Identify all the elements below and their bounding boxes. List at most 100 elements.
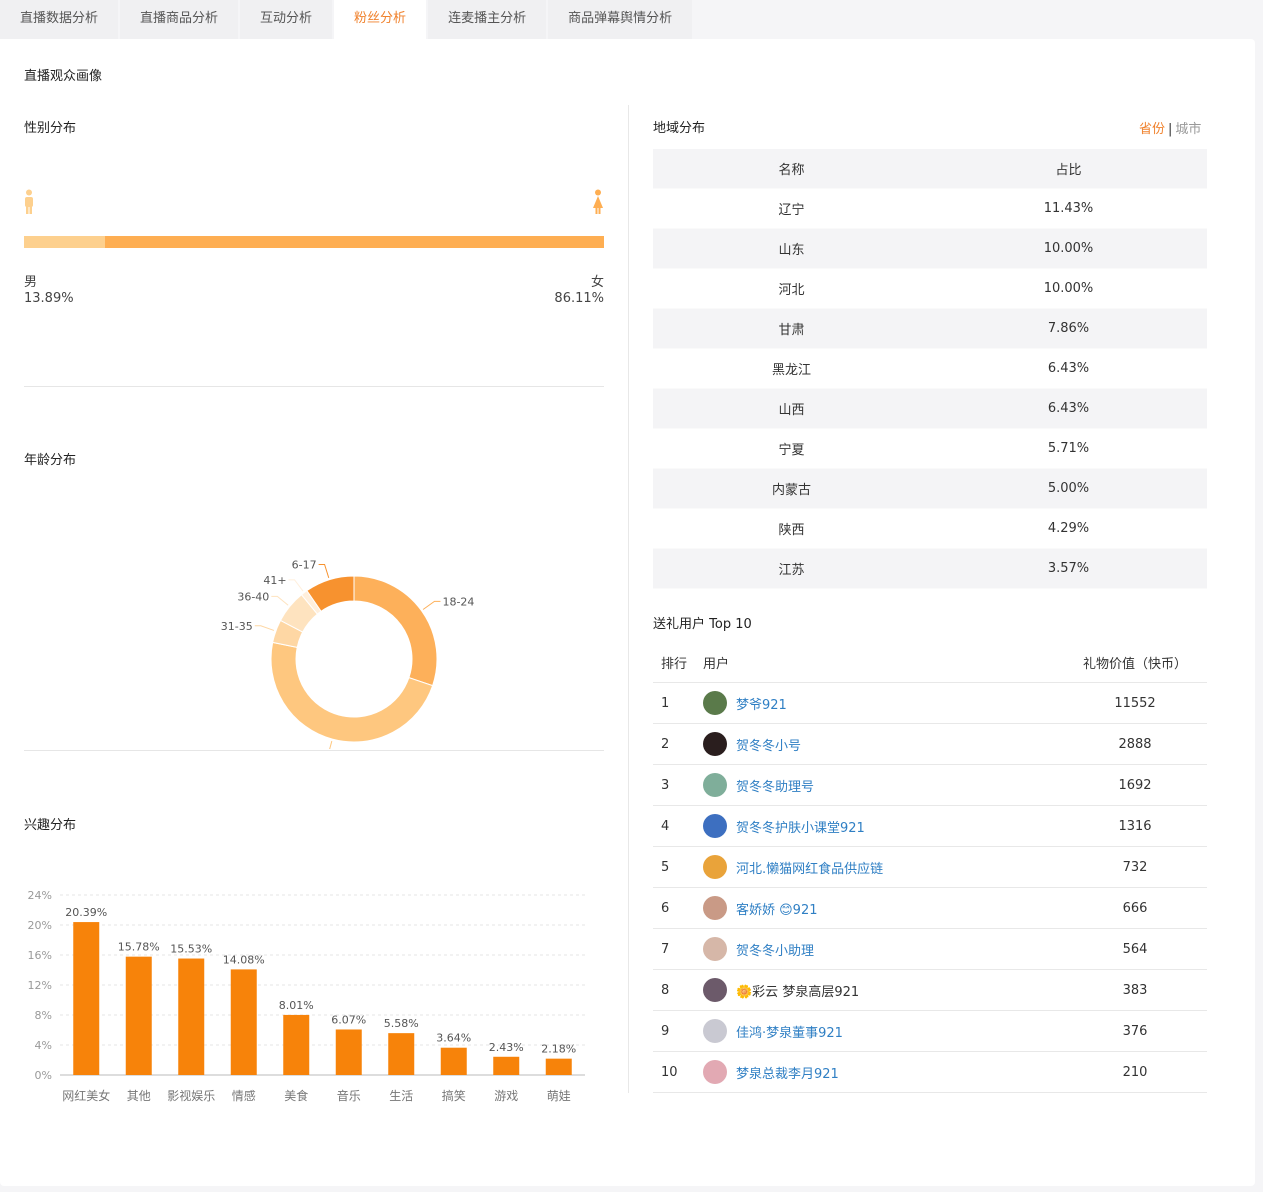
gift-user: 🌼彩云 梦泉高层921 (703, 978, 1063, 1002)
region-switch: 省份 | 城市 (1139, 118, 1201, 137)
age-title: 年龄分布 (24, 453, 77, 468)
age-leader-line (329, 740, 333, 749)
avatar[interactable] (703, 732, 727, 756)
interest-bar[interactable] (335, 1029, 362, 1075)
gift-row: 4 贺冬冬护肤小课堂921 1316 (653, 806, 1207, 847)
region-name: 山西 (778, 403, 805, 418)
gift-rank: 8 (661, 982, 670, 998)
gift-rank: 4 (661, 818, 670, 834)
interest-bar[interactable] (73, 922, 100, 1075)
avatar[interactable] (703, 691, 727, 715)
region-name: 黑龙江 (771, 363, 811, 378)
avatar[interactable] (703, 773, 727, 797)
bar-data-label: 2.43% (489, 1041, 524, 1054)
avatar[interactable] (703, 896, 727, 920)
tab-live-products[interactable]: 直播商品分析 (120, 0, 239, 39)
interest-bar[interactable] (125, 956, 152, 1075)
switch-province[interactable]: 省份 (1139, 122, 1166, 137)
gift-value: 732 (1122, 859, 1148, 875)
gender-bar (24, 236, 604, 248)
female-percent: 86.11% (554, 291, 604, 306)
interest-bar[interactable] (178, 958, 205, 1075)
tab-fans[interactable]: 粉丝分析 (334, 0, 427, 39)
region-ratio: 6.43% (1047, 361, 1090, 376)
user-name-link[interactable]: 河北.懒猫网红食品供应链 (736, 861, 884, 877)
avatar[interactable] (703, 1060, 727, 1084)
interest-bar[interactable] (545, 1058, 572, 1075)
region-name: 山东 (778, 243, 805, 258)
avatar[interactable] (703, 814, 727, 838)
gift-user: 贺冬冬小助理 (703, 937, 1063, 961)
region-name: 甘肃 (778, 323, 805, 338)
male-percent: 13.89% (24, 291, 74, 306)
user-name-link[interactable]: 贺冬冬护肤小课堂921 (736, 820, 865, 836)
region-row: 河北 10.00% (653, 269, 1207, 309)
gift-value: 11552 (1114, 695, 1156, 711)
gift-user: 贺冬冬助理号 (703, 773, 1063, 797)
content-card: 直播观众画像 性别分布 男 13.89% 女 86.11% 年龄分布 18-24… (0, 39, 1255, 1186)
x-tick-label: 音乐 (337, 1088, 361, 1103)
region-ratio: 3.57% (1047, 561, 1090, 576)
female-label: 女 (590, 275, 604, 290)
avatar[interactable] (703, 978, 727, 1002)
bar-data-label: 15.53% (170, 943, 212, 956)
age-label: 6-17 (292, 558, 317, 571)
header-ratio: 占比 (1055, 163, 1082, 178)
y-tick-label: 4% (35, 1039, 52, 1052)
avatar[interactable] (703, 855, 727, 879)
interest-bar[interactable] (493, 1056, 520, 1075)
gift-row: 8 🌼彩云 梦泉高层921 383 (653, 970, 1207, 1011)
x-tick-label: 生活 (389, 1089, 413, 1103)
interest-bar[interactable] (230, 969, 257, 1075)
user-name-link[interactable]: 梦泉总裁李月921 (736, 1066, 839, 1082)
gift-rank: 2 (661, 736, 670, 752)
bar-data-label: 15.78% (118, 941, 160, 954)
gift-user: 贺冬冬小号 (703, 732, 1063, 756)
interest-bar[interactable] (440, 1047, 467, 1075)
user-name-link[interactable]: 贺冬冬小助理 (736, 943, 815, 959)
x-tick-label: 其他 (127, 1089, 151, 1103)
region-ratio: 11.43% (1043, 201, 1094, 216)
bar-data-label: 6.07% (331, 1013, 366, 1026)
gift-row: 3 贺冬冬助理号 1692 (653, 765, 1207, 806)
region-table: 名称 占比 辽宁 11.43% 山东 10.00% 河北 10.00% 甘肃 7.86% 黑龙江… (653, 149, 1207, 589)
header-name: 名称 (778, 163, 805, 178)
region-name: 河北 (778, 283, 805, 298)
tab-bar: 直播数据分析 直播商品分析 互动分析 粉丝分析 连麦播主分析 商品弹幕舆情分析 (0, 0, 694, 39)
divider-gender (24, 386, 604, 387)
tab-interaction[interactable]: 互动分析 (240, 0, 333, 39)
gift-value: 564 (1122, 941, 1148, 957)
region-row: 宁夏 5.71% (653, 429, 1207, 469)
divider-age (24, 750, 604, 751)
interest-bar[interactable] (388, 1033, 415, 1075)
user-name-link[interactable]: 客娇娇 😊921 (736, 902, 818, 918)
tab-comment-sentiment[interactable]: 商品弹幕舆情分析 (548, 0, 693, 39)
user-name-link[interactable]: 贺冬冬助理号 (736, 779, 815, 795)
x-tick-label: 情感 (232, 1088, 256, 1103)
switch-city[interactable]: 城市 (1175, 122, 1202, 137)
user-name-link[interactable]: 佳鸿·梦泉董事921 (736, 1025, 843, 1041)
tab-live-data[interactable]: 直播数据分析 (0, 0, 119, 39)
avatar[interactable] (703, 937, 727, 961)
gifts-table: 排行 用户 礼物价值（快币） 1 梦爷921 11552 2 贺冬冬小号 2888 3 贺冬冬… (653, 643, 1207, 1093)
column-divider (628, 105, 629, 1093)
age-slice-25-30[interactable] (270, 641, 434, 743)
age-slice-18-24[interactable] (353, 575, 438, 687)
gift-rank: 7 (661, 941, 670, 957)
gift-value: 376 (1122, 1023, 1148, 1039)
region-row: 江苏 3.57% (653, 549, 1207, 589)
age-slice-6-17[interactable] (306, 575, 355, 612)
user-name-link[interactable]: 梦爷921 (736, 697, 787, 713)
age-label: 36-40 (237, 590, 269, 603)
gift-user: 佳鸿·梦泉董事921 (703, 1019, 1063, 1043)
gift-user: 贺冬冬护肤小课堂921 (703, 814, 1063, 838)
avatar[interactable] (703, 1019, 727, 1043)
region-table-header: 名称 占比 (653, 149, 1207, 189)
age-leader-line (271, 595, 289, 606)
interest-bar[interactable] (283, 1014, 310, 1075)
user-name-link[interactable]: 贺冬冬小号 (736, 738, 802, 754)
age-leader-line (422, 600, 441, 610)
tab-co-hosts[interactable]: 连麦播主分析 (428, 0, 547, 39)
region-name: 内蒙古 (771, 483, 811, 498)
y-tick-label: 8% (35, 1009, 52, 1022)
